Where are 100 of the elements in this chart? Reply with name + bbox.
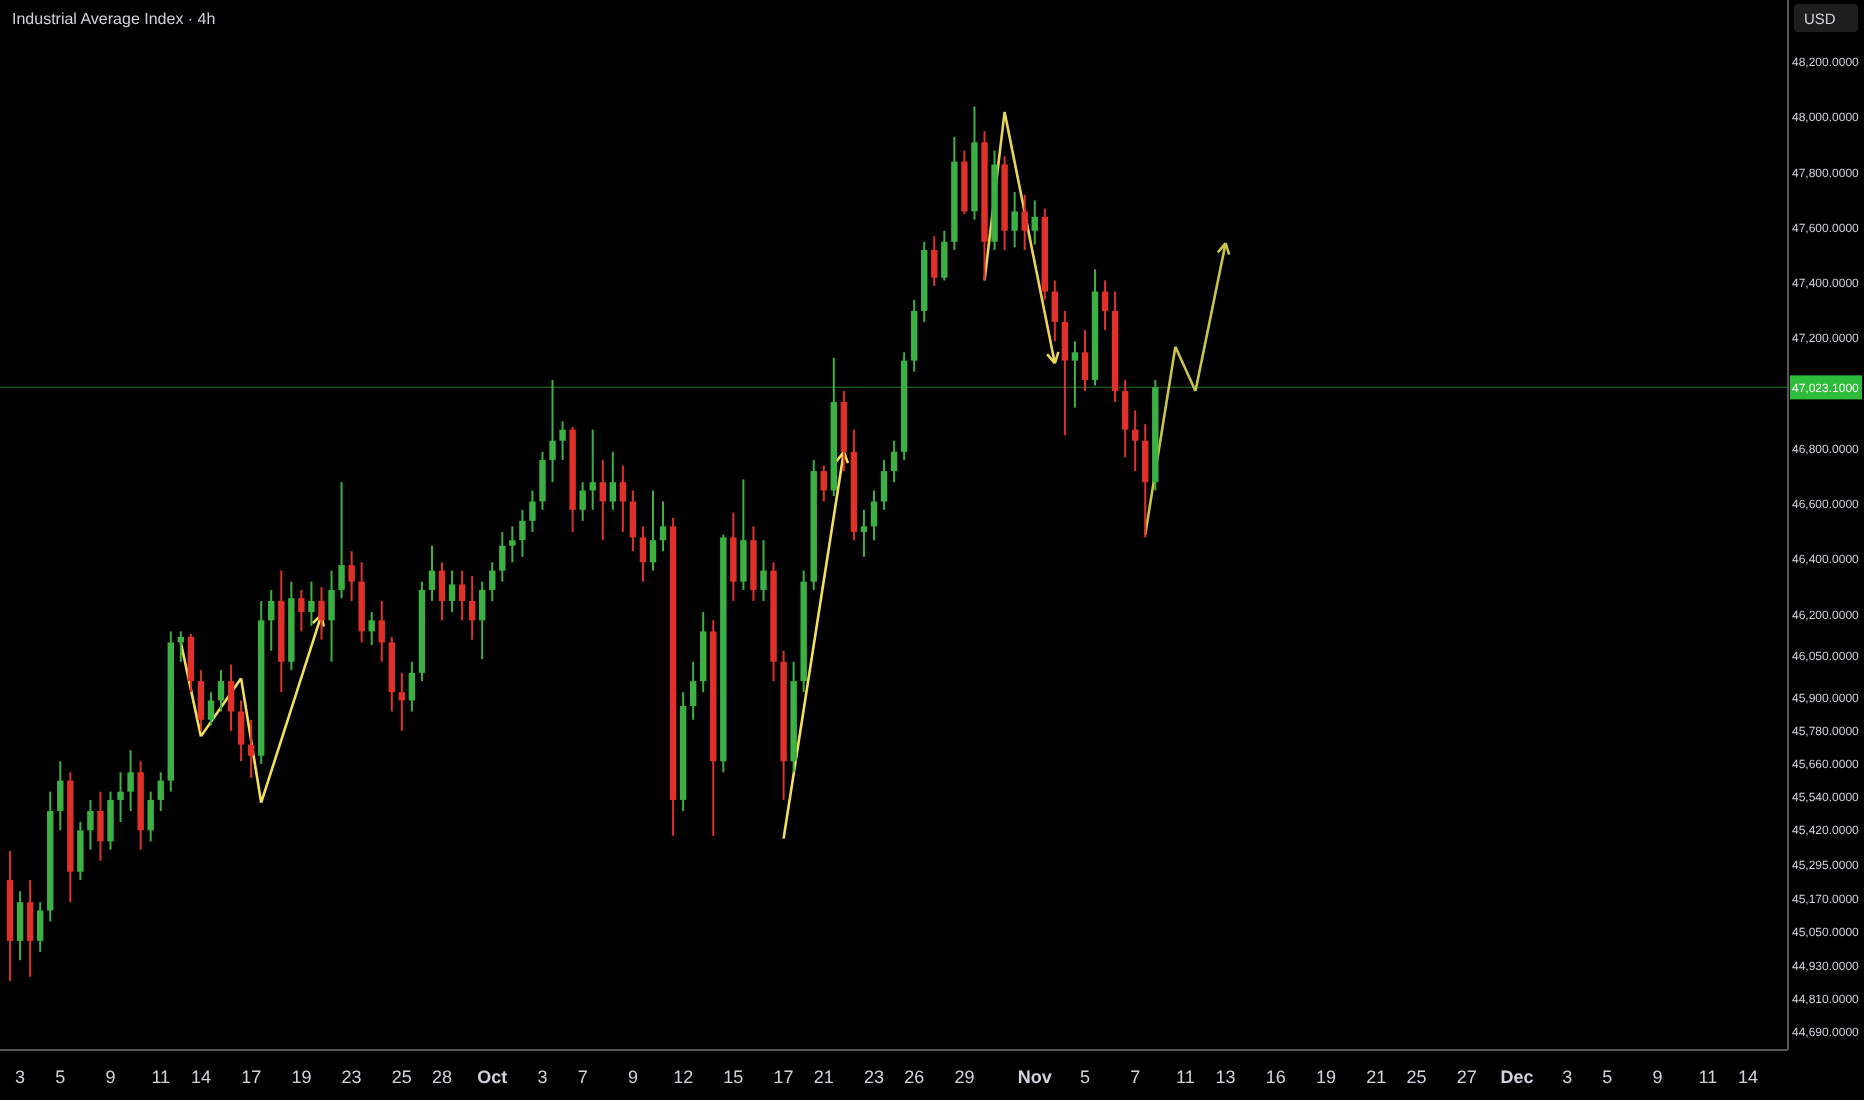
- candlestick: [298, 588, 305, 633]
- x-tick-label: 14: [190, 1066, 211, 1087]
- candlestick: [931, 235, 938, 287]
- candlestick: [820, 464, 827, 503]
- candlestick: [629, 489, 637, 553]
- candlestick: [760, 539, 767, 602]
- x-tick-label: 25: [1406, 1066, 1427, 1087]
- candlestick: [1011, 191, 1018, 249]
- x-tick-label: 9: [1652, 1066, 1663, 1087]
- candlestick: [97, 790, 104, 862]
- x-tick-label: Dec: [1500, 1066, 1534, 1087]
- candlestick: [599, 459, 606, 542]
- x-tick-label: 7: [1130, 1066, 1141, 1087]
- candlestick: [589, 428, 596, 511]
- candlestick: [649, 489, 657, 572]
- x-tick-label: 25: [391, 1066, 412, 1087]
- candlestick: [408, 660, 416, 713]
- x-tick-label: 5: [1079, 1066, 1090, 1087]
- x-tick-label: Nov: [1017, 1066, 1052, 1087]
- x-tick-label: 11: [1698, 1066, 1718, 1087]
- x-tick-label: 19: [1316, 1066, 1337, 1087]
- candlestick: [117, 771, 124, 824]
- x-tick-label: 17: [241, 1066, 262, 1087]
- candlestick: [77, 821, 84, 882]
- x-tick-label: 5: [55, 1066, 66, 1087]
- candlestick: [318, 586, 325, 641]
- candlestick: [509, 525, 516, 564]
- candlestick: [438, 561, 446, 622]
- candlestick: [1081, 329, 1089, 392]
- candlestick: [338, 481, 345, 600]
- x-tick-label: 19: [291, 1066, 312, 1087]
- candlestick: [36, 901, 44, 953]
- candlestick: [227, 663, 235, 732]
- candlestick: [398, 671, 406, 732]
- candlestick: [1061, 309, 1069, 437]
- candlestick: [348, 550, 355, 602]
- candlestick: [880, 459, 888, 511]
- candlestick: [549, 378, 556, 484]
- x-tick-label: 27: [1456, 1066, 1477, 1087]
- x-tick-label: 9: [105, 1066, 116, 1087]
- candlestick: [468, 575, 476, 641]
- x-tick-label: 7: [577, 1066, 588, 1087]
- x-tick-label: 3: [1562, 1066, 1573, 1087]
- candlestick: [730, 511, 737, 602]
- x-tick-label: Oct: [477, 1066, 508, 1087]
- x-tick-label: 9: [627, 1066, 638, 1087]
- x-tick-label: 13: [1215, 1066, 1236, 1087]
- candlestick: [689, 660, 697, 721]
- x-tick-label: 28: [432, 1066, 453, 1087]
- candlestick: [26, 879, 34, 978]
- candlestick: [328, 569, 335, 663]
- candlestick: [87, 798, 94, 851]
- candlestick: [127, 749, 134, 812]
- candlestick: [499, 530, 506, 583]
- x-tick-label: 12: [673, 1066, 694, 1087]
- candlestick: [1031, 199, 1038, 246]
- candlestick: [187, 633, 195, 694]
- candlestick: [609, 450, 616, 511]
- candlestick: [207, 691, 215, 727]
- x-tick-label: 11: [1176, 1066, 1195, 1087]
- candlestick: [428, 544, 436, 602]
- candlestick: [217, 669, 225, 713]
- x-tick-label: 3: [537, 1066, 548, 1087]
- candlestick: [1132, 409, 1139, 473]
- candlestick: [559, 420, 566, 462]
- candlestick: [308, 580, 315, 627]
- candlestick: [519, 508, 526, 558]
- candlestick: [268, 588, 275, 652]
- candlestick: [1071, 340, 1079, 409]
- x-tick-label: 5: [1602, 1066, 1613, 1087]
- x-tick-label: 17: [773, 1066, 794, 1087]
- x-tick-label: 11: [151, 1066, 171, 1087]
- candlestick: [147, 790, 154, 843]
- x-tick-label: 15: [723, 1066, 744, 1087]
- candlestick: [740, 478, 747, 591]
- candlestick: [489, 561, 496, 602]
- candlestick: [1101, 279, 1109, 332]
- candlestick: [659, 500, 667, 553]
- x-tick-label: 23: [341, 1066, 362, 1087]
- candlestick: [247, 718, 255, 779]
- x-tick-label: 23: [863, 1066, 885, 1087]
- candlestick: [368, 611, 375, 647]
- candlestick: [157, 771, 164, 812]
- candlestick: [458, 569, 466, 622]
- candlestick: [16, 890, 24, 962]
- candlestick: [639, 525, 647, 583]
- candlestick: [1021, 193, 1028, 252]
- candlestick: [529, 489, 536, 533]
- candlestick: [107, 790, 114, 851]
- x-tick-label: 21: [1366, 1066, 1387, 1087]
- candlestick: [1142, 423, 1149, 539]
- candlestick: [870, 489, 878, 542]
- x-tick-label: 26: [904, 1066, 925, 1087]
- candlestick: [378, 599, 385, 663]
- candlestick: [890, 439, 898, 484]
- x-tick-label: 14: [1737, 1066, 1759, 1087]
- x-tick-label: 29: [954, 1066, 975, 1087]
- x-tick-label: 16: [1265, 1066, 1286, 1087]
- candlestick: [479, 580, 486, 661]
- candlestick: [1051, 279, 1059, 343]
